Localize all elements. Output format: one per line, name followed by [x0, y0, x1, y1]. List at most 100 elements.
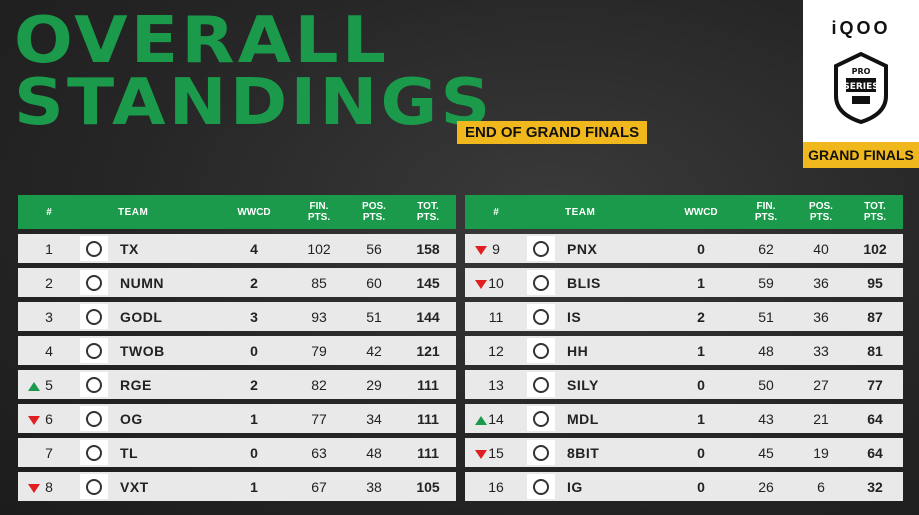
table-row: 15 8BIT 0 45 19 64 [465, 438, 903, 467]
rank-cell: 2 [18, 275, 80, 291]
pos-pts-value: 6 [817, 478, 825, 495]
ig-logo-icon [527, 474, 555, 499]
tot-pts-value: 121 [416, 342, 440, 359]
trend-down-icon [475, 449, 487, 459]
tot-pts-value: 87 [867, 308, 883, 325]
pnx-logo-icon [527, 236, 555, 261]
fin-pts-value: 77 [311, 410, 327, 427]
rank-cell: 6 [18, 411, 80, 427]
team-name: TWOB [120, 342, 165, 359]
tot-pts-value: 145 [416, 274, 440, 291]
wwcd-value: 0 [697, 478, 705, 495]
wwcd-value: 2 [250, 274, 258, 291]
table-row: 6 OG 1 77 34 111 [18, 404, 456, 433]
team-name: 8BIT [567, 444, 600, 461]
table-row: 16 IG 0 26 6 32 [465, 472, 903, 501]
tot-pts-value: 111 [417, 376, 439, 393]
wwcd-value: 0 [250, 444, 258, 461]
trend-down-icon [28, 483, 40, 493]
fin-pts-value: 51 [758, 308, 774, 325]
tot-pts-value: 81 [867, 342, 883, 359]
pos-pts-value: 29 [366, 376, 382, 393]
page-title: OVERALL STANDINGS [14, 4, 494, 140]
rank-cell: 4 [18, 343, 80, 359]
team-name: TL [120, 444, 139, 461]
team-name: NUMN [120, 274, 164, 291]
rank-number: 14 [488, 410, 504, 427]
fin-pts-value: 43 [758, 410, 774, 427]
svg-text:SERIES: SERIES [843, 82, 879, 92]
rank-number: 16 [488, 478, 504, 495]
pos-pts-value: 56 [366, 240, 382, 257]
pos-pts-value: 60 [366, 274, 382, 291]
8bit-logo-icon [527, 440, 555, 465]
team-name: SILY [567, 376, 599, 393]
pos-pts-value: 42 [366, 342, 382, 359]
rank-number: 4 [45, 342, 53, 359]
wwcd-value: 1 [250, 410, 258, 427]
rank-cell: 13 [465, 377, 527, 393]
header-fin-pts: FIN. PTS. [754, 201, 778, 223]
pos-pts-value: 51 [366, 308, 382, 325]
wwcd-value: 0 [697, 444, 705, 461]
tot-pts-value: 95 [867, 274, 883, 291]
tot-pts-value: 102 [863, 240, 887, 257]
trend-up-icon [475, 415, 487, 425]
pos-pts-value: 48 [366, 444, 382, 461]
wwcd-value: 1 [697, 410, 705, 427]
table-row: 1 TX 4 102 56 158 [18, 234, 456, 263]
team-name: MDL [567, 410, 599, 427]
rank-cell: 15 [465, 445, 527, 461]
title-line-2: STANDINGS [14, 66, 494, 140]
tot-pts-value: 32 [867, 478, 883, 495]
wwcd-value: 0 [697, 376, 705, 393]
rank-number: 3 [45, 308, 53, 325]
pos-pts-value: 34 [366, 410, 382, 427]
tot-pts-value: 111 [417, 410, 439, 427]
table-row: 2 NUMN 2 85 60 145 [18, 268, 456, 297]
table-row: 10 BLIS 1 59 36 95 [465, 268, 903, 297]
twob-logo-icon [80, 338, 108, 363]
pos-pts-value: 27 [813, 376, 829, 393]
fin-pts-value: 63 [311, 444, 327, 461]
team-name: BLIS [567, 274, 601, 291]
wwcd-value: 2 [697, 308, 705, 325]
team-name: OG [120, 410, 143, 427]
wwcd-value: 0 [697, 240, 705, 257]
header-team: TEAM [565, 206, 596, 218]
rank-cell: 14 [465, 411, 527, 427]
rank-number: 9 [492, 240, 500, 257]
wwcd-value: 0 [250, 342, 258, 359]
rank-number: 5 [45, 376, 53, 393]
godl-logo-icon [80, 304, 108, 329]
pro-series-badge-icon: PRO SERIES [834, 52, 888, 124]
header-pos-pts: POS. PTS. [362, 201, 386, 223]
hh-logo-icon [527, 338, 555, 363]
tot-pts-value: 77 [867, 376, 883, 393]
table-row: 11 IS 2 51 36 87 [465, 302, 903, 331]
rank-cell: 3 [18, 309, 80, 325]
header-tot-pts: TOT. PTS. [863, 201, 887, 223]
fin-pts-value: 102 [307, 240, 331, 257]
sponsor-panel: iQOO PRO SERIES [803, 0, 919, 142]
table-row: 4 TWOB 0 79 42 121 [18, 336, 456, 365]
fin-pts-value: 45 [758, 444, 774, 461]
rank-cell: 16 [465, 479, 527, 495]
fin-pts-value: 93 [311, 308, 327, 325]
rank-number: 1 [45, 240, 53, 257]
fin-pts-value: 67 [311, 478, 327, 495]
pos-pts-value: 36 [813, 308, 829, 325]
team-name: IS [567, 308, 582, 325]
stage-subtitle: END OF GRAND FINALS [457, 121, 648, 144]
is-logo-icon [527, 304, 555, 329]
rank-number: 15 [488, 444, 504, 461]
fin-pts-value: 59 [758, 274, 774, 291]
table-row: 12 HH 1 48 33 81 [465, 336, 903, 365]
rank-cell: 11 [465, 309, 527, 325]
team-name: IG [567, 478, 583, 495]
sponsor-logo: iQOO [831, 18, 891, 38]
rank-number: 7 [45, 444, 53, 461]
pos-pts-value: 38 [366, 478, 382, 495]
title-line-1: OVERALL [14, 4, 390, 78]
wwcd-value: 2 [250, 376, 258, 393]
